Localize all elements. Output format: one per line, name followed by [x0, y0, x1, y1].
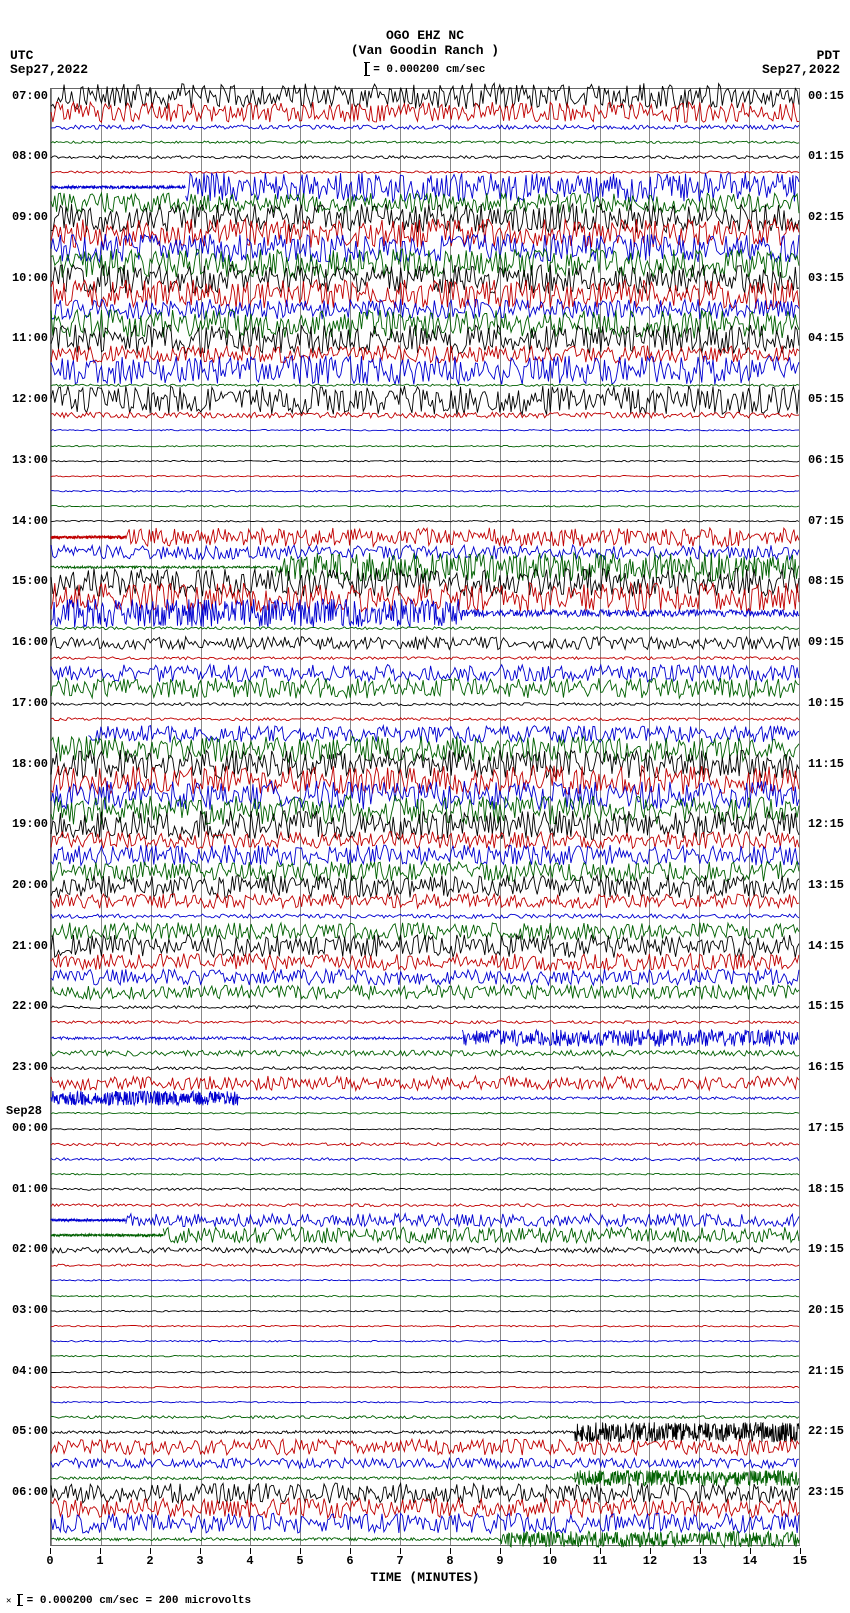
seismogram-plot — [50, 88, 800, 1546]
timezone-right-label: PDT — [817, 48, 840, 63]
utc-time-label: 10:00 — [6, 271, 48, 285]
pdt-time-label: 07:15 — [808, 514, 844, 528]
utc-time-label: 05:00 — [6, 1424, 48, 1438]
footer-scale: ✕ = 0.000200 cm/sec = 200 microvolts — [6, 1594, 251, 1607]
x-tick-label: 4 — [246, 1554, 253, 1568]
day-separator-label: Sep28 — [6, 1104, 42, 1118]
pdt-time-label: 14:15 — [808, 939, 844, 953]
scale-indicator: = 0.000200 cm/sec — [0, 62, 850, 76]
utc-time-label: 01:00 — [6, 1182, 48, 1196]
pdt-time-label: 21:15 — [808, 1364, 844, 1378]
utc-time-label: 23:00 — [6, 1060, 48, 1074]
utc-time-label: 07:00 — [6, 89, 48, 103]
scale-bar-icon — [365, 62, 367, 76]
x-tick-label: 11 — [593, 1554, 607, 1568]
x-tick-label: 9 — [496, 1554, 503, 1568]
x-tick-label: 15 — [793, 1554, 807, 1568]
pdt-time-label: 22:15 — [808, 1424, 844, 1438]
pdt-time-label: 16:15 — [808, 1060, 844, 1074]
x-axis-title: TIME (MINUTES) — [50, 1570, 800, 1585]
grid-line — [799, 89, 800, 1545]
utc-time-label: 02:00 — [6, 1242, 48, 1256]
utc-time-label: 13:00 — [6, 453, 48, 467]
pdt-time-label: 08:15 — [808, 574, 844, 588]
pdt-time-label: 00:15 — [808, 89, 844, 103]
utc-time-label: 11:00 — [6, 331, 48, 345]
date-right-label: Sep27,2022 — [762, 62, 840, 77]
pdt-time-label: 17:15 — [808, 1121, 844, 1135]
utc-time-label: 15:00 — [6, 574, 48, 588]
pdt-time-label: 19:15 — [808, 1242, 844, 1256]
x-tick-label: 10 — [543, 1554, 557, 1568]
pdt-time-label: 09:15 — [808, 635, 844, 649]
chart-header: OGO EHZ NC (Van Goodin Ranch ) = 0.00020… — [0, 0, 850, 76]
pdt-time-label: 18:15 — [808, 1182, 844, 1196]
footer-text: = 0.000200 cm/sec = 200 microvolts — [27, 1595, 251, 1607]
scale-bar-icon — [18, 1594, 20, 1606]
pdt-time-label: 20:15 — [808, 1303, 844, 1317]
utc-time-label: 12:00 — [6, 392, 48, 406]
x-axis: TIME (MINUTES) 0123456789101112131415 — [50, 1548, 800, 1588]
utc-time-label: 08:00 — [6, 149, 48, 163]
x-tick-label: 3 — [196, 1554, 203, 1568]
utc-time-label: 19:00 — [6, 817, 48, 831]
utc-time-label: 21:00 — [6, 939, 48, 953]
utc-time-label: 20:00 — [6, 878, 48, 892]
pdt-time-label: 02:15 — [808, 210, 844, 224]
pdt-time-label: 01:15 — [808, 149, 844, 163]
utc-time-label: 06:00 — [6, 1485, 48, 1499]
utc-time-label: 09:00 — [6, 210, 48, 224]
x-tick-label: 7 — [396, 1554, 403, 1568]
pdt-time-label: 11:15 — [808, 757, 844, 771]
pdt-time-label: 13:15 — [808, 878, 844, 892]
utc-time-label: 18:00 — [6, 757, 48, 771]
x-tick-label: 6 — [346, 1554, 353, 1568]
utc-time-label: 22:00 — [6, 999, 48, 1013]
utc-time-label: 00:00 — [6, 1121, 48, 1135]
station-location: (Van Goodin Ranch ) — [0, 43, 850, 58]
station-code: OGO EHZ NC — [0, 28, 850, 43]
utc-time-label: 17:00 — [6, 696, 48, 710]
utc-time-label: 14:00 — [6, 514, 48, 528]
pdt-time-label: 15:15 — [808, 999, 844, 1013]
x-tick-label: 12 — [643, 1554, 657, 1568]
scale-text: = 0.000200 cm/sec — [373, 64, 485, 76]
x-tick-label: 0 — [46, 1554, 53, 1568]
pdt-time-label: 04:15 — [808, 331, 844, 345]
utc-time-label: 04:00 — [6, 1364, 48, 1378]
x-tick-label: 13 — [693, 1554, 707, 1568]
pdt-time-label: 12:15 — [808, 817, 844, 831]
pdt-time-label: 06:15 — [808, 453, 844, 467]
x-tick-label: 2 — [146, 1554, 153, 1568]
pdt-time-label: 05:15 — [808, 392, 844, 406]
timezone-left-label: UTC — [10, 48, 33, 63]
x-tick-label: 1 — [96, 1554, 103, 1568]
x-tick-label: 8 — [446, 1554, 453, 1568]
pdt-time-label: 10:15 — [808, 696, 844, 710]
date-left-label: Sep27,2022 — [10, 62, 88, 77]
pdt-time-label: 03:15 — [808, 271, 844, 285]
utc-time-label: 16:00 — [6, 635, 48, 649]
utc-time-label: 03:00 — [6, 1303, 48, 1317]
pdt-time-label: 23:15 — [808, 1485, 844, 1499]
x-tick-label: 14 — [743, 1554, 757, 1568]
x-tick-label: 5 — [296, 1554, 303, 1568]
